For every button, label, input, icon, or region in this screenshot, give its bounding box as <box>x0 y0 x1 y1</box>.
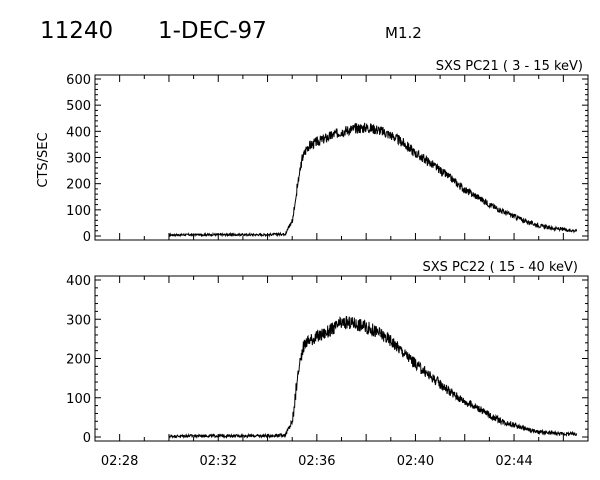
x-tick-label: 02:36 <box>298 454 335 469</box>
panel-title: SXS PC22 ( 15 - 40 keV) <box>422 260 578 275</box>
plot-frame <box>94 275 589 442</box>
y-tick-label: 0 <box>83 230 91 245</box>
y-tick-label: 400 <box>66 274 91 289</box>
y-tick-label: 300 <box>66 313 91 328</box>
y-tick-label: 100 <box>66 392 91 407</box>
x-tick-label: 02:44 <box>495 454 532 469</box>
series-line <box>168 122 578 238</box>
y-tick-label: 300 <box>66 152 91 167</box>
x-tick-label: 02:40 <box>397 454 434 469</box>
y-tick-label: 100 <box>66 204 91 219</box>
panel-pc21: SXS PC21 ( 3 - 15 keV) CTS/SEC 0 100 200 30… <box>36 59 589 245</box>
series-line <box>168 315 578 440</box>
y-tick-label: 200 <box>66 353 91 368</box>
event-id: 11240 <box>40 18 113 44</box>
y-tick-label: 0 <box>83 431 91 446</box>
x-tick-label: 02:28 <box>101 454 138 469</box>
y-axis-label: CTS/SEC <box>36 132 51 187</box>
event-date: 1-DEC-97 <box>158 18 267 44</box>
y-tick-label: 600 <box>66 73 91 88</box>
panel-title: SXS PC21 ( 3 - 15 keV) <box>436 59 583 74</box>
y-tick-label: 400 <box>66 125 91 140</box>
y-tick-label: 500 <box>66 99 91 114</box>
panel-pc22: SXS PC22 ( 15 - 40 keV) 0 100 200 300 400 02… <box>66 260 589 469</box>
flare-class: M1.2 <box>385 24 422 42</box>
x-tick-label: 02:32 <box>200 454 237 469</box>
y-tick-label: 200 <box>66 178 91 193</box>
